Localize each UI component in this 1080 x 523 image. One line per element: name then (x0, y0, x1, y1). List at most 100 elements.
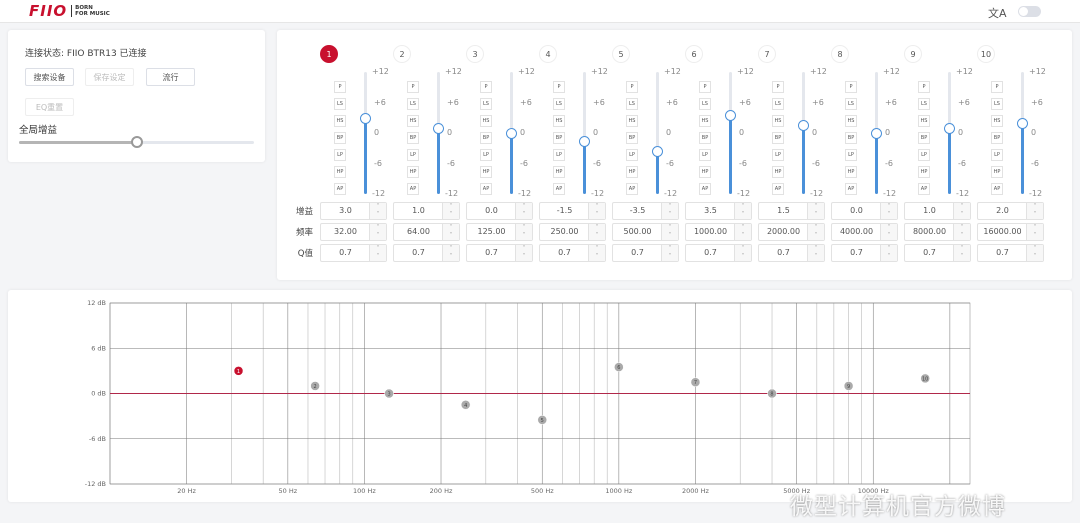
filter-type-bp-button[interactable]: BP (480, 132, 492, 144)
stepper-icon[interactable]: ˄ ˅ (807, 203, 824, 219)
filter-type-hp-button[interactable]: HP (626, 166, 638, 178)
chevron-down-icon[interactable]: ˅ (522, 211, 526, 218)
slider-handle[interactable] (871, 128, 882, 139)
band-2-freq-input[interactable]: 64.00 ˄ ˅ (393, 223, 460, 241)
input-value[interactable]: 250.00 (550, 227, 579, 236)
chevron-down-icon[interactable]: ˅ (814, 253, 818, 260)
stepper-icon[interactable]: ˄ ˅ (880, 224, 897, 240)
input-value[interactable]: 0.0 (850, 206, 863, 215)
chevron-down-icon[interactable]: ˅ (668, 232, 672, 239)
input-value[interactable]: 1.0 (412, 206, 425, 215)
translate-icon[interactable]: 文A (988, 7, 1007, 20)
stepper-icon[interactable]: ˄ ˅ (1026, 245, 1043, 261)
input-value[interactable]: 8000.00 (912, 227, 947, 236)
band-4-q-input[interactable]: 0.7 ˄ ˅ (539, 244, 606, 262)
input-value[interactable]: 0.7 (485, 248, 498, 257)
filter-type-ap-button[interactable]: AP (480, 183, 492, 195)
input-value[interactable]: 0.7 (996, 248, 1009, 257)
filter-type-bp-button[interactable]: BP (553, 132, 565, 144)
filter-type-lp-button[interactable]: LP (772, 149, 784, 161)
filter-type-bp-button[interactable]: BP (845, 132, 857, 144)
stepper-icon[interactable]: ˄ ˅ (1026, 203, 1043, 219)
stepper-icon[interactable]: ˄ ˅ (953, 224, 970, 240)
band-8-q-input[interactable]: 0.7 ˄ ˅ (831, 244, 898, 262)
filter-type-ls-button[interactable]: LS (407, 98, 419, 110)
band-1-q-input[interactable]: 0.7 ˄ ˅ (320, 244, 387, 262)
band-2-q-input[interactable]: 0.7 ˄ ˅ (393, 244, 460, 262)
band-6-q-input[interactable]: 0.7 ˄ ˅ (685, 244, 752, 262)
input-value[interactable]: 16000.00 (983, 227, 1022, 236)
filter-type-hp-button[interactable]: HP (407, 166, 419, 178)
chevron-up-icon[interactable]: ˄ (887, 203, 891, 210)
chevron-down-icon[interactable]: ˅ (376, 211, 380, 218)
chevron-up-icon[interactable]: ˄ (449, 203, 453, 210)
input-value[interactable]: 0.7 (923, 248, 936, 257)
stepper-icon[interactable]: ˄ ˅ (369, 203, 386, 219)
band-3-gain-slider[interactable] (506, 72, 517, 194)
stepper-icon[interactable]: ˄ ˅ (588, 203, 605, 219)
filter-type-hs-button[interactable]: HS (918, 115, 930, 127)
band-4-gain-input[interactable]: -1.5 ˄ ˅ (539, 202, 606, 220)
filter-type-p-button[interactable]: P (772, 81, 784, 93)
stepper-icon[interactable]: ˄ ˅ (661, 203, 678, 219)
band-1-freq-input[interactable]: 32.00 ˄ ˅ (320, 223, 387, 241)
band-1-gain-slider[interactable] (360, 72, 371, 194)
chevron-down-icon[interactable]: ˅ (449, 211, 453, 218)
filter-type-ls-button[interactable]: LS (772, 98, 784, 110)
filter-type-hs-button[interactable]: HS (845, 115, 857, 127)
chevron-up-icon[interactable]: ˄ (376, 224, 380, 231)
stepper-icon[interactable]: ˄ ˅ (369, 245, 386, 261)
filter-type-bp-button[interactable]: BP (407, 132, 419, 144)
filter-type-hp-button[interactable]: HP (334, 166, 346, 178)
band-9-freq-input[interactable]: 8000.00 ˄ ˅ (904, 223, 971, 241)
band-8-gain-input[interactable]: 0.0 ˄ ˅ (831, 202, 898, 220)
global-gain-slider[interactable] (19, 136, 254, 148)
chevron-down-icon[interactable]: ˅ (887, 253, 891, 260)
filter-type-p-button[interactable]: P (334, 81, 346, 93)
band-6-select[interactable]: 6 (685, 45, 703, 63)
stepper-icon[interactable]: ˄ ˅ (515, 245, 532, 261)
band-5-gain-input[interactable]: -3.5 ˄ ˅ (612, 202, 679, 220)
band-6-freq-input[interactable]: 1000.00 ˄ ˅ (685, 223, 752, 241)
chevron-up-icon[interactable]: ˄ (1033, 203, 1037, 210)
input-value[interactable]: 0.7 (631, 248, 644, 257)
eq-reset-button[interactable]: EQ重置 (25, 98, 74, 116)
filter-type-p-button[interactable]: P (553, 81, 565, 93)
input-value[interactable]: 0.7 (339, 248, 352, 257)
filter-type-ls-button[interactable]: LS (845, 98, 857, 110)
chevron-up-icon[interactable]: ˄ (376, 245, 380, 252)
slider-handle[interactable] (652, 145, 663, 157)
chevron-up-icon[interactable]: ˄ (522, 203, 526, 210)
filter-type-ls-button[interactable]: LS (626, 98, 638, 110)
band-3-q-input[interactable]: 0.7 ˄ ˅ (466, 244, 533, 262)
band-8-freq-input[interactable]: 4000.00 ˄ ˅ (831, 223, 898, 241)
filter-type-hp-button[interactable]: HP (699, 166, 711, 178)
chevron-up-icon[interactable]: ˄ (449, 245, 453, 252)
filter-type-hs-button[interactable]: HS (626, 115, 638, 127)
filter-type-lp-button[interactable]: LP (991, 149, 1003, 161)
input-value[interactable]: 0.7 (777, 248, 790, 257)
band-5-select[interactable]: 5 (612, 45, 630, 63)
stepper-icon[interactable]: ˄ ˅ (1026, 224, 1043, 240)
global-gain-handle[interactable] (130, 136, 143, 148)
stepper-icon[interactable]: ˄ ˅ (734, 245, 751, 261)
chevron-up-icon[interactable]: ˄ (668, 203, 672, 210)
input-value[interactable]: 0.7 (412, 248, 425, 257)
band-3-freq-input[interactable]: 125.00 ˄ ˅ (466, 223, 533, 241)
filter-type-lp-button[interactable]: LP (699, 149, 711, 161)
band-9-q-input[interactable]: 0.7 ˄ ˅ (904, 244, 971, 262)
band-4-select[interactable]: 4 (539, 45, 557, 63)
input-value[interactable]: 0.7 (704, 248, 717, 257)
filter-type-ap-button[interactable]: AP (918, 183, 930, 195)
filter-type-ap-button[interactable]: AP (407, 183, 419, 195)
input-value[interactable]: 64.00 (407, 227, 430, 236)
stepper-icon[interactable]: ˄ ˅ (515, 203, 532, 219)
band-8-gain-slider[interactable] (871, 72, 882, 194)
filter-type-bp-button[interactable]: BP (918, 132, 930, 144)
input-value[interactable]: 1.5 (777, 206, 790, 215)
band-4-gain-slider[interactable] (579, 72, 590, 194)
band-10-q-input[interactable]: 0.7 ˄ ˅ (977, 244, 1044, 262)
chevron-up-icon[interactable]: ˄ (814, 203, 818, 210)
band-2-gain-input[interactable]: 1.0 ˄ ˅ (393, 202, 460, 220)
band-7-gain-input[interactable]: 1.5 ˄ ˅ (758, 202, 825, 220)
